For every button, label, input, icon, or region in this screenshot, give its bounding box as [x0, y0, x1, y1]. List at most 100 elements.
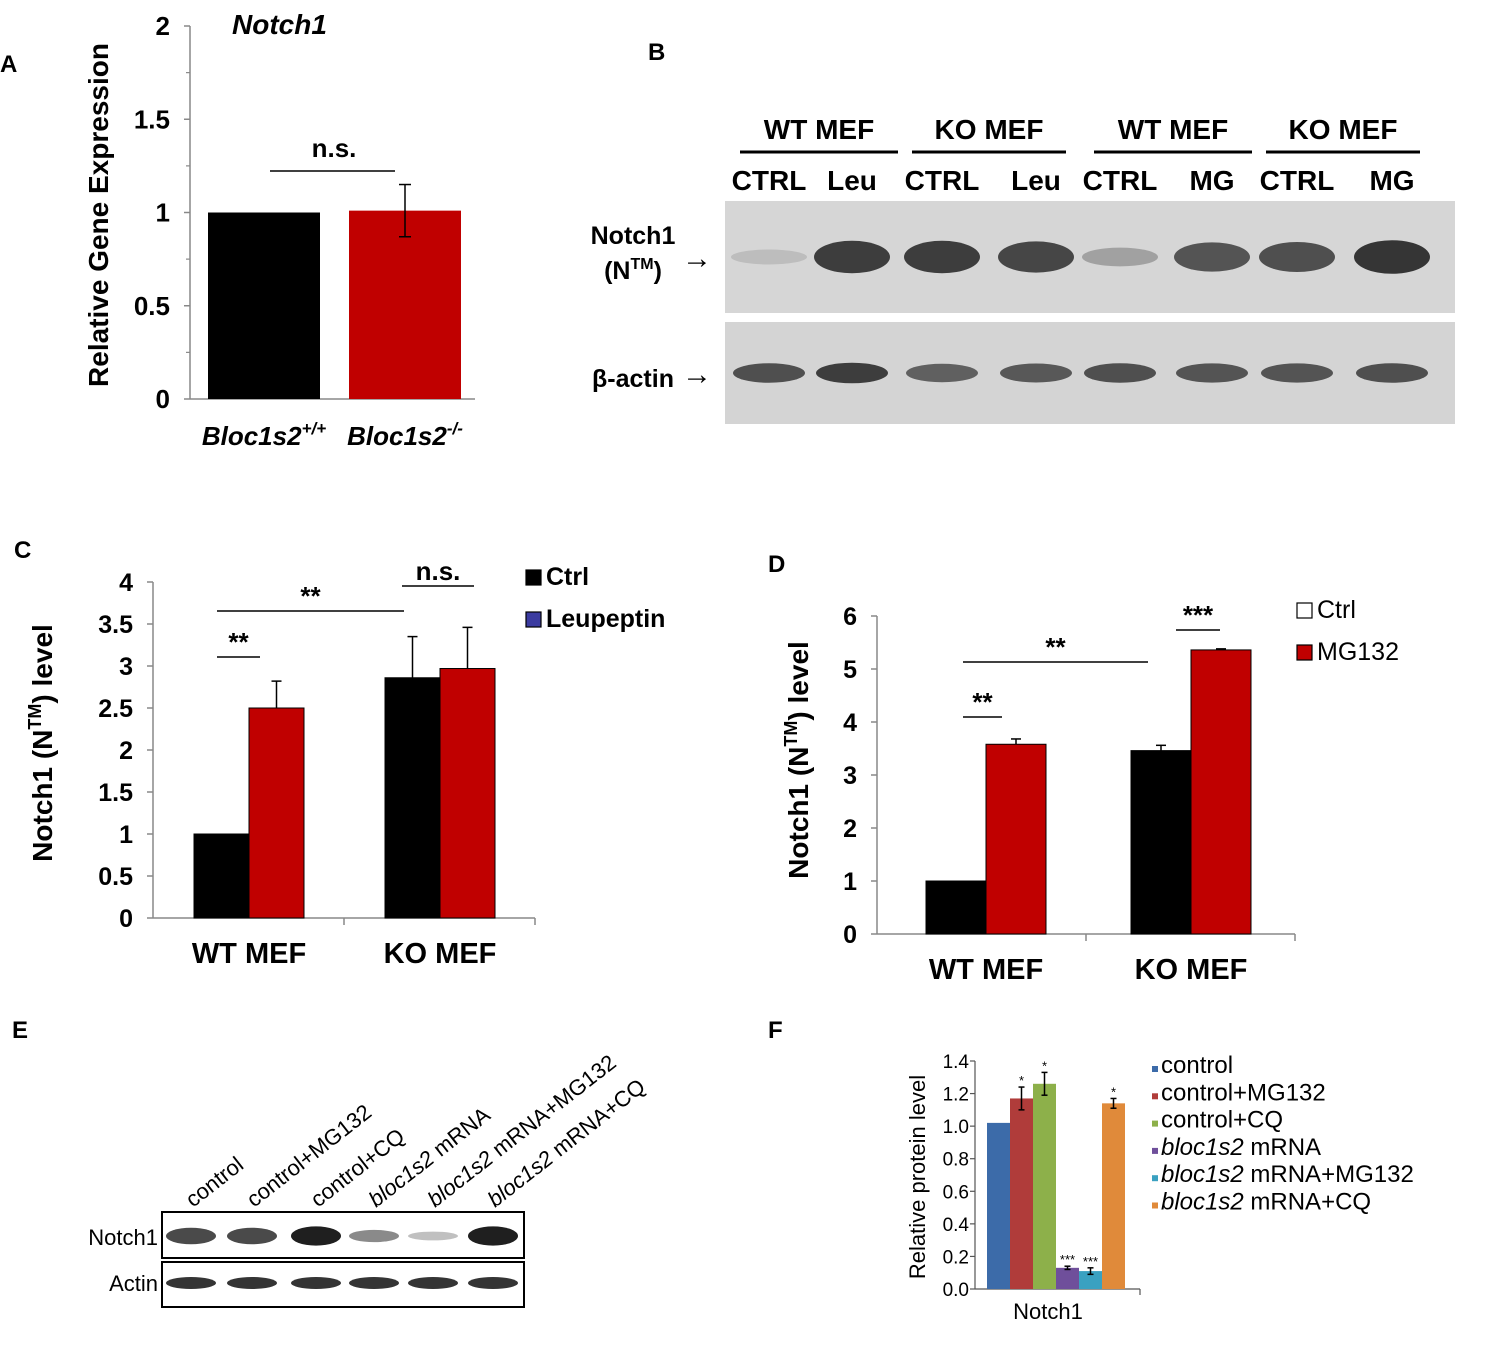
y-tick-label: 4: [843, 709, 857, 737]
y-tick-label: 0.2: [943, 1247, 969, 1268]
lane-label: CTRL: [905, 165, 980, 196]
notch-band: [1354, 240, 1430, 274]
legend-swatch: [1152, 1202, 1158, 1209]
legend-swatch: [525, 569, 542, 586]
actin-band: [1000, 363, 1072, 383]
notch-band: [1259, 242, 1335, 272]
legend-swatch: [1152, 1093, 1158, 1100]
y-tick-label: 1.2: [943, 1085, 969, 1106]
actin-arrow: →: [682, 358, 712, 391]
panel-c-chart: 0 0.5 1 1.5 2 2.5 3 3.5 4 Notch1 (NTM) level WT ME…: [25, 556, 665, 970]
y-tick-label: 0.5: [134, 291, 170, 321]
significance-label: **: [972, 687, 993, 717]
legend-swatch: [1152, 1120, 1158, 1127]
bar: [1010, 1098, 1033, 1289]
notch-membrane: [161, 1211, 525, 1259]
significance-label: **: [228, 627, 249, 657]
notch-band: [227, 1227, 277, 1245]
group-label: KO MEF: [1289, 114, 1398, 145]
lane-label: MG: [1189, 165, 1234, 196]
legend-label: control: [1161, 1052, 1233, 1079]
lane-label: MG: [1369, 165, 1414, 196]
panel-letter-f: F: [768, 1017, 783, 1044]
legend-label: Ctrl: [546, 563, 589, 591]
significance-label: ***: [1183, 600, 1214, 630]
legend-label: bloc1s2 mRNA: [1161, 1134, 1321, 1161]
category-label: KO MEF: [384, 938, 497, 970]
lane-label: CTRL: [1260, 165, 1335, 196]
legend-swatch: [1296, 644, 1313, 661]
y-tick-label: 2.5: [98, 695, 133, 723]
y-tick-label: 2: [119, 737, 133, 765]
legend-label: bloc1s2 mRNA+MG132: [1161, 1161, 1414, 1188]
actin-band: [227, 1277, 277, 1289]
notch-band: [998, 241, 1074, 273]
notch-row-label: Notch1: [591, 222, 676, 250]
y-tick-label: 1.5: [134, 104, 170, 134]
bar: [384, 677, 441, 919]
actin-band: [408, 1277, 458, 1289]
y-axis-label: Relative protein level: [905, 1075, 930, 1279]
notch-band: [166, 1227, 216, 1245]
bar: [1130, 750, 1192, 935]
bar: [208, 212, 320, 399]
notch-band: [731, 249, 807, 265]
legend-label: Ctrl: [1317, 596, 1356, 624]
notch-band: [814, 240, 890, 274]
bar: [1033, 1083, 1056, 1289]
legend-label: control+CQ: [1161, 1107, 1283, 1134]
panel-b-western-blot: WT MEF KO MEF WT MEF KO MEF CTRL Leu CTRL Leu CT…: [591, 114, 1455, 424]
legend-label: MG132: [1317, 638, 1399, 666]
y-tick-label: 2: [843, 815, 857, 843]
notch-band: [904, 240, 980, 274]
lane-label: CTRL: [1083, 165, 1158, 196]
bar: [985, 743, 1047, 935]
notch-band: [468, 1226, 518, 1246]
notch-band: [1174, 242, 1250, 272]
bar: [1079, 1271, 1102, 1289]
actin-membrane: [161, 1261, 525, 1308]
lane-label: Leu: [1011, 165, 1061, 196]
bar: [1102, 1103, 1125, 1289]
actin-band: [291, 1277, 341, 1289]
actin-band: [906, 363, 978, 383]
actin-band: [166, 1277, 216, 1289]
bar: [1056, 1267, 1079, 1289]
significance-label: ***: [1083, 1254, 1098, 1269]
group-label: WT MEF: [1118, 114, 1228, 145]
actin-band: [1261, 363, 1333, 383]
significance-label: *: [1111, 1084, 1116, 1099]
actin-row-label: Actin: [109, 1271, 158, 1296]
y-tick-label: 5: [843, 656, 857, 684]
legend-label: control+MG132: [1161, 1079, 1326, 1106]
y-tick-label: 1: [843, 868, 857, 896]
bar: [349, 210, 461, 399]
significance-label: ***: [1060, 1252, 1075, 1267]
actin-band: [733, 363, 805, 383]
y-tick-label: 4: [119, 569, 133, 597]
y-tick-label: 0: [156, 384, 170, 414]
y-tick-label: 1.4: [943, 1052, 970, 1073]
notch-band: [291, 1226, 341, 1246]
legend-swatch: [1296, 602, 1313, 619]
y-tick-label: 3: [119, 653, 133, 681]
significance-label: **: [300, 581, 321, 611]
category-label: KO MEF: [1135, 954, 1248, 986]
category-label: Notch1: [1013, 1299, 1083, 1324]
y-tick-label: 0: [119, 905, 133, 933]
bar: [987, 1122, 1010, 1289]
notch-row-label: Notch1: [88, 1225, 158, 1250]
panel-letter-c: C: [14, 537, 31, 564]
panel-letter-e: E: [12, 1017, 28, 1044]
panel-letter-b: B: [648, 39, 665, 66]
bar: [193, 833, 250, 919]
actin-band: [349, 1277, 399, 1289]
notch-arrow: →: [682, 242, 712, 275]
y-tick-label: 0.8: [943, 1150, 969, 1171]
actin-band: [816, 362, 888, 384]
panel-letter-d: D: [768, 551, 785, 578]
y-tick-label: 6: [843, 603, 857, 631]
y-tick-label: 0: [843, 921, 857, 949]
